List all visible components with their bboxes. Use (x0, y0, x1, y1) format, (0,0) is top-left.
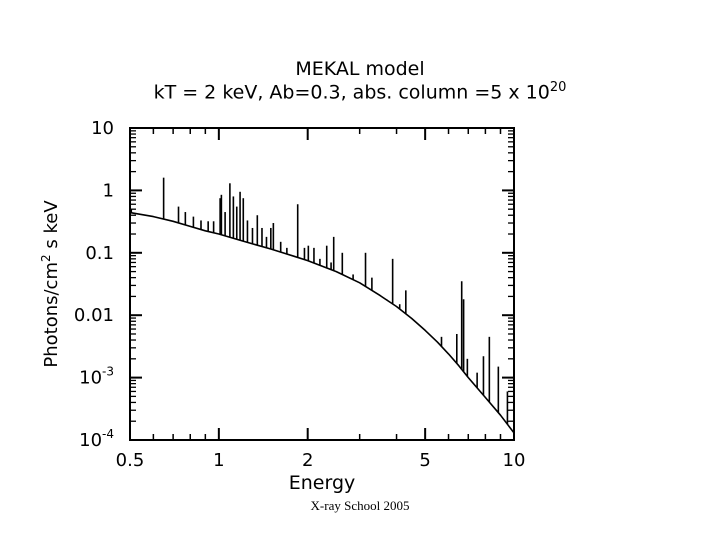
y-axis-label-exponent: 2 (39, 254, 53, 262)
y-tick-label: 1 (103, 180, 114, 201)
chart-subtitle: kT = 2 keV, Ab=0.3, abs. column =5 x 102… (0, 80, 720, 103)
subtitle-exponent: 20 (549, 80, 567, 95)
y-axis-label: Photons/cm2 s keV (39, 200, 62, 368)
y-tick-label: 10 (91, 118, 114, 139)
footer-caption: X-ray School 2005 (310, 498, 410, 513)
y-axis-label-units: s keV (41, 200, 62, 255)
x-tick-label: 2 (302, 450, 313, 471)
x-tick-label: 0.5 (116, 450, 145, 471)
subtitle-text: kT = 2 keV, Ab=0.3, abs. column =5 x 10 (153, 81, 550, 104)
minor-ticks (130, 128, 514, 440)
spectrum-line (129, 211, 515, 434)
chart-title: MEKAL model (295, 58, 425, 80)
plot-frame (129, 127, 515, 441)
x-axis-label: Energy (289, 472, 356, 494)
major-ticks (129, 127, 515, 441)
y-tick-label: 10-4 (79, 427, 114, 451)
y-tick-label: 0.01 (74, 305, 114, 326)
x-tick-labels: 0.5 1 2 5 10 (116, 450, 526, 471)
y-tick-base: 10 (79, 368, 102, 389)
y-tick-exponent: -4 (102, 427, 114, 441)
x-tick-label: 10 (503, 450, 526, 471)
x-tick-label: 1 (213, 450, 224, 471)
x-tick-label: 5 (419, 450, 430, 471)
y-tick-label: 0.1 (85, 243, 114, 264)
y-tick-label: 10-3 (79, 365, 114, 389)
y-tick-exponent: -3 (102, 365, 114, 379)
emission-lines (130, 177, 509, 425)
y-axis-label-text: Photons/cm (41, 262, 62, 368)
y-tick-base: 10 (79, 430, 102, 451)
